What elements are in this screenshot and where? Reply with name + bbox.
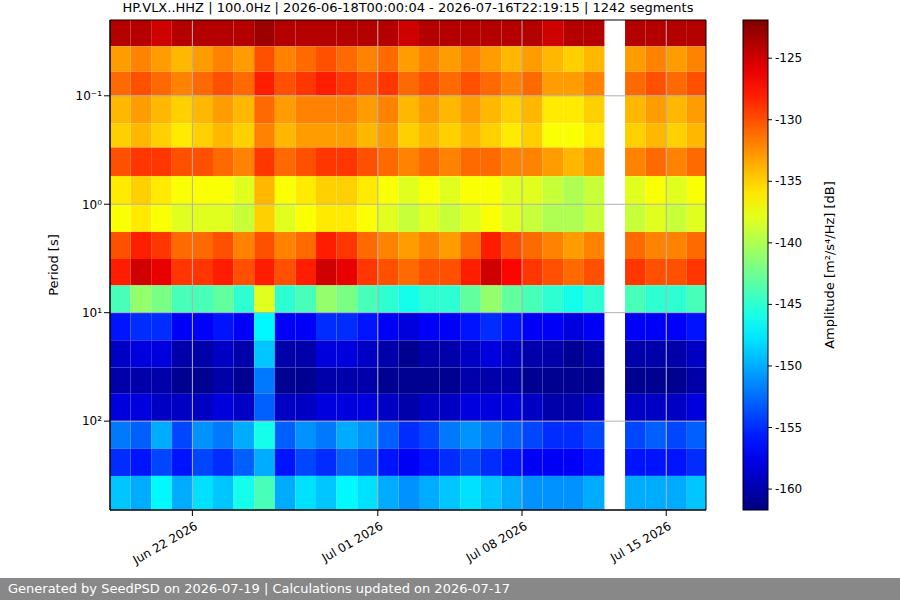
svg-text:-130: -130	[775, 113, 802, 127]
svg-text:10¹: 10¹	[82, 306, 102, 320]
svg-text:Jun 22 2026: Jun 22 2026	[130, 519, 200, 568]
svg-text:Jul 15 2026: Jul 15 2026	[607, 519, 674, 566]
svg-text:-125: -125	[775, 51, 802, 65]
svg-text:Jul 01 2026: Jul 01 2026	[319, 519, 386, 566]
html-text:Generated by SeedPSD on 2026-0: Generated by SeedPSD on 2026-07-19 | Cal…	[8, 581, 510, 596]
svg-text:-160: -160	[775, 482, 802, 496]
svg-text:-150: -150	[775, 359, 802, 373]
svg-text:-155: -155	[775, 421, 802, 435]
svg-text:10²: 10²	[82, 414, 102, 428]
svg-text:10⁰: 10⁰	[82, 198, 102, 212]
svg-text:Period [s]: Period [s]	[46, 234, 61, 296]
svg-text:-135: -135	[775, 174, 802, 188]
html-text:HP.VLX..HHZ | 100.0Hz | 2026-0: HP.VLX..HHZ | 100.0Hz | 2026-06-18T00:00…	[122, 0, 694, 15]
svg-text:-145: -145	[775, 297, 802, 311]
svg-text:10⁻¹: 10⁻¹	[76, 89, 103, 103]
svg-text:-140: -140	[775, 236, 802, 250]
svg-text:Amplitude [m²/s⁴/Hz] [dB]: Amplitude [m²/s⁴/Hz] [dB]	[822, 181, 837, 349]
svg-text:Jul 08 2026: Jul 08 2026	[463, 519, 530, 566]
